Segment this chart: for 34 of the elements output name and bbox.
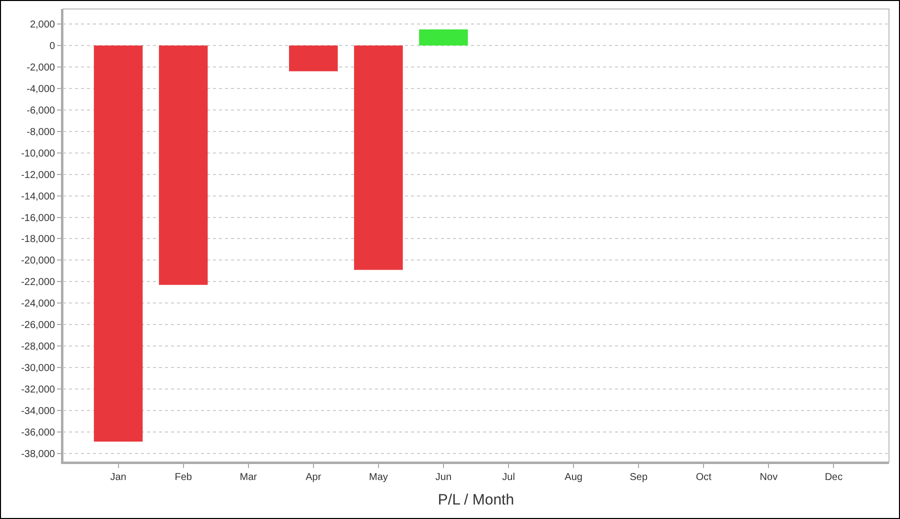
y-tick-label: -36,000 [21,427,56,438]
x-tick-label: Aug [564,472,582,483]
y-tick-label: -10,000 [21,148,56,160]
x-axis-title: P/L / Month [438,492,514,508]
x-tick-label: Jan [110,472,126,483]
y-tick-label: -34,000 [21,406,56,417]
x-tick-label: Dec [824,472,843,483]
y-tick-label: -28,000 [21,342,56,353]
y-tick-label: -14,000 [21,191,56,202]
y-tick-label: -6,000 [26,105,56,116]
x-tick-label: Jul [502,472,515,483]
y-tick-label: 2,000 [30,20,56,31]
x-tick-label: Mar [240,472,258,483]
y-tick-label: -8,000 [26,126,56,138]
y-tick-label: -2,000 [26,62,56,74]
x-tick-label: May [368,472,388,483]
x-tick-label: Nov [760,472,778,483]
x-tick-label: Oct [696,472,712,483]
y-tick-label: -20,000 [21,256,56,267]
y-tick-label: -24,000 [21,298,56,310]
x-tick-label: Feb [174,472,192,483]
y-tick-label: -12,000 [21,170,56,181]
y-tick-label: 0 [49,41,56,52]
y-tick-label: -30,000 [21,363,56,374]
x-tick-label: Sep [630,472,648,483]
y-tick-label: -38,000 [21,448,56,460]
y-tick-label: -32,000 [21,384,56,396]
y-tick-label: -4,000 [26,84,56,95]
x-tick-label: Jun [435,472,452,483]
x-tick-label: Apr [306,472,322,483]
y-tick-label: -26,000 [21,320,56,332]
y-tick-label: -22,000 [21,277,56,288]
y-tick-label: -18,000 [21,234,56,246]
y-tick-label: -16,000 [21,212,56,224]
